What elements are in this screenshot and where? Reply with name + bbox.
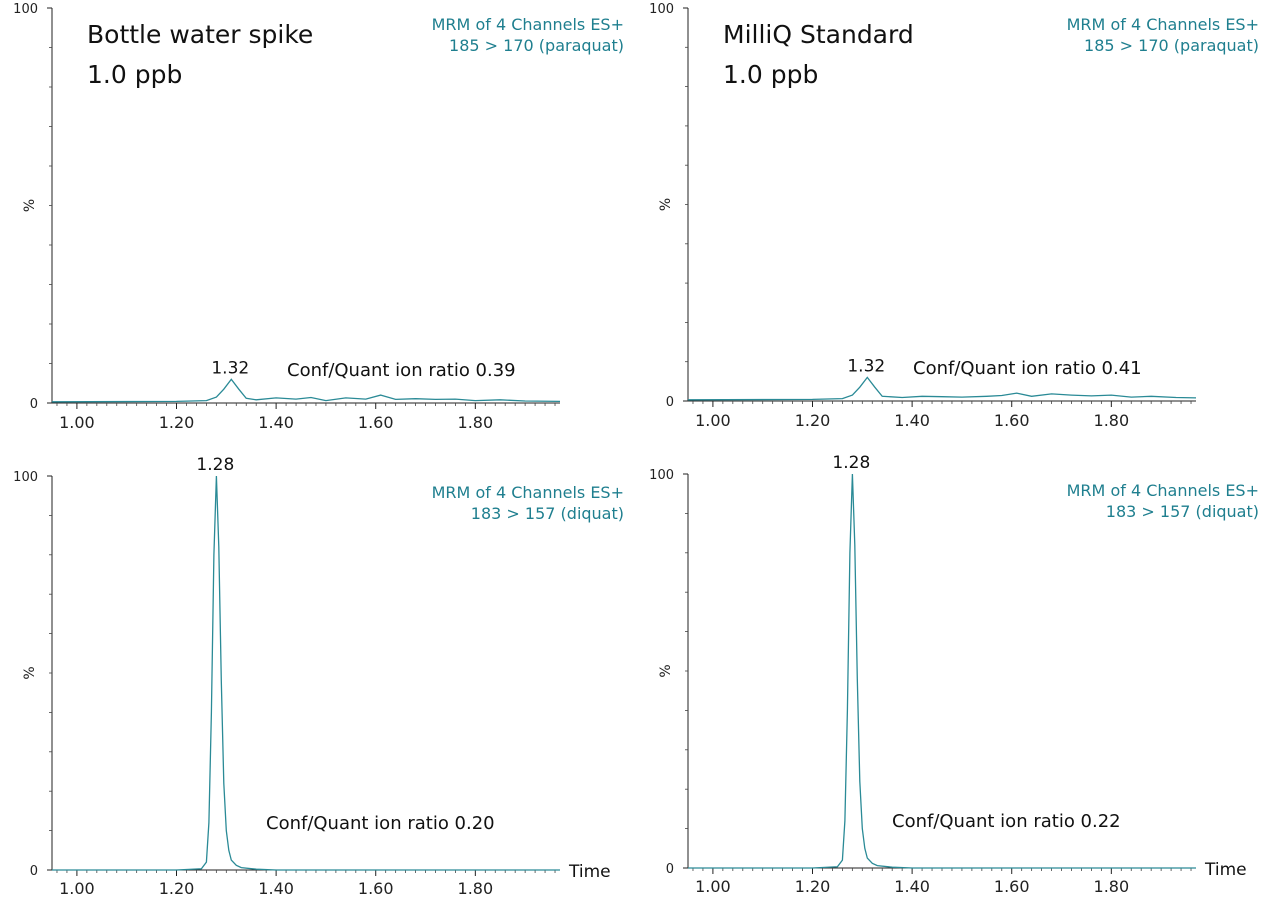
x-tick-label: 1.20 <box>795 877 831 896</box>
ion-ratio-annotation: Conf/Quant ion ratio 0.22 <box>892 811 1121 832</box>
y-tick-label: 100 <box>649 2 674 17</box>
channel-info: 185 > 170 (paraquat) <box>449 36 624 55</box>
x-tick-label: 1.20 <box>159 879 195 898</box>
channel-info: MRM of 4 Channels ES+ <box>1067 15 1259 34</box>
ion-ratio-annotation: Conf/Quant ion ratio 0.39 <box>287 360 516 381</box>
x-axis-label: Time <box>568 862 611 882</box>
chromatogram-panel-2: 100 0% 1.00 1.20 1.40 1.60 1.80 1.32 MilliQ Stan… <box>649 2 1259 430</box>
channel-info: MRM of 4 Channels ES+ <box>1067 481 1259 500</box>
x-tick-label: 1.60 <box>358 413 394 432</box>
ion-ratio-annotation: Conf/Quant ion ratio 0.20 <box>266 813 495 834</box>
y-tick-label: 100 <box>649 468 674 483</box>
y-tick-label: 0 <box>666 862 674 877</box>
channel-info: 183 > 157 (diquat) <box>471 504 624 523</box>
x-tick-label: 1.40 <box>894 877 930 896</box>
x-tick-label: 1.80 <box>1094 411 1130 430</box>
y-axis-label: % <box>22 666 38 679</box>
x-tick-label: 1.80 <box>458 879 494 898</box>
y-tick-label: 100 <box>13 2 38 17</box>
channel-info: 185 > 170 (paraquat) <box>1084 36 1259 55</box>
x-tick-label: 1.20 <box>159 413 195 432</box>
x-tick-label: 1.00 <box>59 879 95 898</box>
ion-ratio-annotation: Conf/Quant ion ratio 0.41 <box>913 358 1142 379</box>
y-tick-label: 0 <box>30 864 38 879</box>
x-tick-label: 1.40 <box>258 879 294 898</box>
x-tick-label: 1.60 <box>994 877 1030 896</box>
x-tick-label: 1.00 <box>695 877 731 896</box>
sample-title: MilliQ Standard <box>723 20 914 49</box>
chromatogram-panel-4: 100 0% 1.00 1.20 1.40 1.60 1.80 Time 1.28 MRM of … <box>649 453 1259 896</box>
chromatogram-panel-3: 100 0% 1.00 1.20 1.40 1.60 1.80 Time 1.28 MRM of … <box>13 455 624 898</box>
x-tick-label: 1.60 <box>358 879 394 898</box>
chromatogram-panel-1: 100 0% 1.00 1.20 1.40 1.60 1.80 1.32 Bottle wate… <box>13 2 624 432</box>
peak-label: 1.28 <box>832 453 870 473</box>
x-tick-label: 1.60 <box>994 411 1030 430</box>
y-axis-label: % <box>658 664 674 677</box>
x-tick-label: 1.80 <box>458 413 494 432</box>
y-axis-label: % <box>658 198 674 211</box>
peak-label: 1.28 <box>196 455 234 475</box>
chromatogram-trace <box>687 376 1197 401</box>
x-tick-label: 1.20 <box>795 411 831 430</box>
peak-label: 1.32 <box>211 358 249 378</box>
channel-info: MRM of 4 Channels ES+ <box>432 15 624 34</box>
sample-title: 1.0 ppb <box>87 60 182 89</box>
sample-title: 1.0 ppb <box>723 60 818 89</box>
x-tick-label: 1.00 <box>695 411 731 430</box>
x-tick-label: 1.80 <box>1094 877 1130 896</box>
peak-label: 1.32 <box>847 356 885 376</box>
x-axis-label: Time <box>1204 860 1247 880</box>
channel-info: 183 > 157 (diquat) <box>1106 502 1259 521</box>
y-axis-label: % <box>22 199 38 212</box>
chromatogram-trace <box>688 473 1196 869</box>
x-tick-label: 1.40 <box>258 413 294 432</box>
y-tick-label: 0 <box>30 397 38 412</box>
chromatogram-trace <box>52 475 560 871</box>
y-tick-label: 0 <box>666 395 674 410</box>
x-tick-label: 1.40 <box>894 411 930 430</box>
x-tick-label: 1.00 <box>59 413 95 432</box>
channel-info: MRM of 4 Channels ES+ <box>432 483 624 502</box>
sample-title: Bottle water spike <box>87 20 313 49</box>
chromatogram-trace <box>51 378 561 403</box>
y-tick-label: 100 <box>13 470 38 485</box>
